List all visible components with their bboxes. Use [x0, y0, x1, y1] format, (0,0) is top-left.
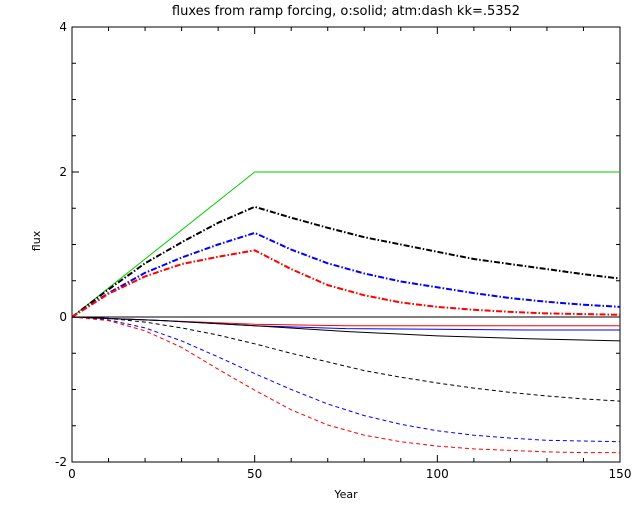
y-tick-label: 0: [59, 310, 67, 324]
y-axis-label: flux: [30, 230, 43, 251]
series-line-8: [71, 316, 621, 402]
series-line-4: [71, 249, 621, 318]
x-tick-label: 0: [68, 467, 76, 481]
x-axis-label: Year: [333, 488, 358, 501]
chart-title: fluxes from ramp forcing, o:solid; atm:d…: [172, 4, 520, 19]
y-tick-label: -2: [55, 455, 67, 469]
series-line-5: [71, 316, 620, 327]
x-tick-label: 100: [426, 467, 449, 481]
series-line-9: [71, 316, 621, 443]
plot-frame: [71, 26, 621, 463]
series-line-10: [71, 316, 620, 454]
x-tick-label: 50: [247, 467, 262, 481]
series-line-2: [71, 205, 621, 318]
series-layer: [71, 171, 621, 454]
y-tick-label: 4: [59, 20, 67, 34]
series-line-6: [71, 316, 620, 331]
y-tick-label: 2: [59, 165, 67, 179]
series-line-1: [71, 171, 620, 318]
x-tick-label: 150: [609, 467, 632, 481]
series-line-7: [71, 316, 621, 342]
series-line-3: [71, 231, 621, 318]
